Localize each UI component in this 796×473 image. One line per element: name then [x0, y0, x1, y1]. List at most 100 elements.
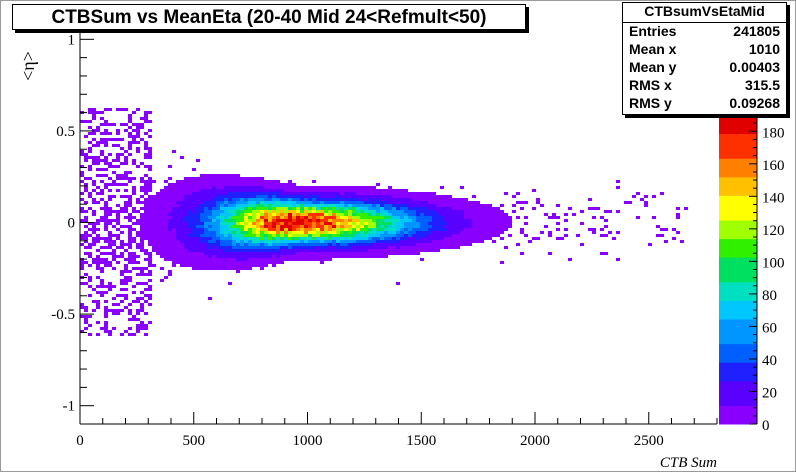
heatmap-cell [88, 333, 92, 336]
heatmap-cell [316, 186, 320, 189]
heatmap-cell [136, 165, 140, 168]
heatmap-cell [432, 240, 436, 243]
heatmap-cell [488, 231, 492, 234]
heatmap-cell [220, 186, 224, 189]
heatmap-cell [308, 234, 312, 237]
heatmap-cell [264, 210, 268, 213]
heatmap-cell [116, 108, 120, 111]
heatmap-cell [316, 189, 320, 192]
heatmap-cell [384, 201, 388, 204]
heatmap-cell [184, 189, 188, 192]
heatmap-cell [424, 210, 428, 213]
heatmap-cell [200, 192, 204, 195]
heatmap-cell [176, 234, 180, 237]
heatmap-cell [152, 237, 156, 240]
heatmap-cell [264, 216, 268, 219]
heatmap-cell [132, 159, 136, 162]
heatmap-cell [236, 180, 240, 183]
heatmap-cell [100, 174, 104, 177]
colorbar-segment [719, 244, 757, 252]
heatmap-cell [216, 243, 220, 246]
heatmap-cell [124, 306, 128, 309]
heatmap-cell [208, 240, 212, 243]
heatmap-cell [220, 216, 224, 219]
heatmap-cell [680, 240, 684, 243]
heatmap-cell [192, 168, 196, 171]
heatmap-cell [468, 237, 472, 240]
heatmap-cell [400, 195, 404, 198]
heatmap-cell [264, 183, 268, 186]
heatmap-cell [364, 222, 368, 225]
heatmap-cell [408, 246, 412, 249]
heatmap-cell [96, 201, 100, 204]
heatmap-cell [292, 210, 296, 213]
heatmap-cell [400, 216, 404, 219]
heatmap-cell [452, 243, 456, 246]
heatmap-cell [448, 243, 452, 246]
heatmap-cell [200, 258, 204, 261]
heatmap-cell [364, 228, 368, 231]
heatmap-cell [248, 264, 252, 267]
heatmap-cell [124, 171, 128, 174]
heatmap-cell [368, 189, 372, 192]
heatmap-cell [144, 312, 148, 315]
heatmap-cell [496, 219, 500, 222]
heatmap-cell [276, 183, 280, 186]
heatmap-cell [156, 195, 160, 198]
heatmap-cell [316, 231, 320, 234]
heatmap-cell [384, 237, 388, 240]
heatmap-cell [116, 210, 120, 213]
heatmap-cell [608, 210, 612, 213]
heatmap-cell [412, 225, 416, 228]
heatmap-cell [380, 219, 384, 222]
heatmap-cell [252, 222, 256, 225]
heatmap-cell [168, 255, 172, 258]
heatmap-cell [380, 198, 384, 201]
heatmap-cell [112, 327, 116, 330]
colorbar-segment [719, 195, 757, 203]
heatmap-cell [280, 201, 284, 204]
heatmap-cell [232, 198, 236, 201]
heatmap-cell [388, 219, 392, 222]
heatmap-cell [392, 231, 396, 234]
heatmap-cell [92, 156, 96, 159]
heatmap-cell [184, 222, 188, 225]
heatmap-cell [156, 216, 160, 219]
heatmap-cell [124, 282, 128, 285]
heatmap-cell [148, 186, 152, 189]
heatmap-cell [164, 186, 168, 189]
heatmap-cell [84, 321, 88, 324]
heatmap-cell [416, 195, 420, 198]
heatmap-cell [352, 216, 356, 219]
heatmap-cell [352, 201, 356, 204]
heatmap-cell [168, 231, 172, 234]
heatmap-cell [276, 258, 280, 261]
heatmap-cell [268, 258, 272, 261]
heatmap-cell [256, 195, 260, 198]
heatmap-cell [416, 201, 420, 204]
heatmap-cell [284, 207, 288, 210]
heatmap-cell [288, 237, 292, 240]
heatmap-cell [504, 216, 508, 219]
heatmap-cell [256, 210, 260, 213]
heatmap-cell [368, 186, 372, 189]
heatmap-cell [128, 177, 132, 180]
heatmap-cell [228, 210, 232, 213]
heatmap-cell [100, 123, 104, 126]
heatmap-cell [116, 204, 120, 207]
heatmap-cell [500, 225, 504, 228]
heatmap-cell [152, 225, 156, 228]
heatmap-cell [80, 150, 84, 153]
colorbar-segment [719, 257, 757, 264]
heatmap-cell [192, 258, 196, 261]
heatmap-cell [120, 246, 124, 249]
heatmap-cell [88, 255, 92, 258]
heatmap-cell [156, 225, 160, 228]
heatmap-cell [304, 222, 308, 225]
heatmap-cell [444, 213, 448, 216]
heatmap-cell [272, 204, 276, 207]
heatmap-cell [200, 201, 204, 204]
heatmap-cell [164, 207, 168, 210]
heatmap-cell [412, 204, 416, 207]
heatmap-cell [324, 231, 328, 234]
